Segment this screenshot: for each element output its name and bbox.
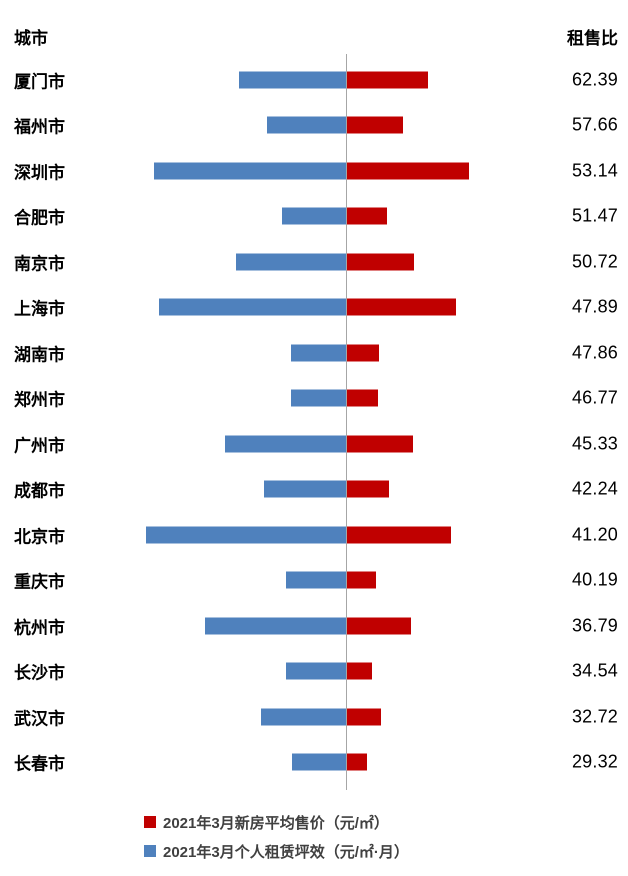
- column-header-ratio: 租售比: [567, 29, 618, 48]
- ratio-value: 36.79: [571, 615, 618, 636]
- price-bar: [347, 480, 389, 498]
- city-label: 深圳市: [14, 163, 65, 183]
- price-bar: [347, 162, 469, 180]
- price-bar: [347, 571, 376, 589]
- price-bar: [347, 71, 428, 89]
- price-bar: [347, 298, 456, 316]
- chart-row: 长春市 29.32: [0, 740, 628, 786]
- chart-rows: 厦门市 62.39 福州市 57.66 深圳市 53.14 合肥市 51.47 …: [0, 57, 628, 785]
- city-label: 成都市: [14, 481, 65, 501]
- rent-bar: [286, 571, 346, 589]
- rent-bar: [205, 617, 346, 635]
- chart-row: 重庆市 40.19: [0, 558, 628, 604]
- city-label: 杭州市: [14, 618, 65, 638]
- city-label: 福州市: [14, 117, 65, 137]
- chart-row: 成都市 42.24: [0, 467, 628, 513]
- diverging-bar-chart: 厦门市 62.39 福州市 57.66 深圳市 53.14 合肥市 51.47 …: [0, 54, 628, 790]
- price-bar: [347, 389, 378, 407]
- city-label: 长沙市: [14, 663, 65, 683]
- rent-bar: [291, 344, 346, 362]
- ratio-value: 29.32: [571, 751, 618, 772]
- city-label: 北京市: [14, 527, 65, 547]
- chart-row: 郑州市 46.77: [0, 376, 628, 422]
- rent-bar: [282, 207, 346, 225]
- city-label: 广州市: [14, 436, 65, 456]
- rent-bar: [239, 71, 346, 89]
- legend-item-rent: 2021年3月个人租赁坪效（元/㎡·月）: [144, 840, 409, 862]
- ratio-value: 53.14: [571, 160, 618, 181]
- city-label: 厦门市: [14, 72, 65, 92]
- chart-row: 湖南市 47.86: [0, 330, 628, 376]
- ratio-value: 46.77: [571, 387, 618, 408]
- price-bar: [347, 753, 367, 771]
- city-label: 湖南市: [14, 345, 65, 365]
- city-label: 上海市: [14, 299, 65, 319]
- chart-row: 深圳市 53.14: [0, 148, 628, 194]
- price-series-swatch-icon: [144, 816, 156, 828]
- ratio-value: 50.72: [571, 251, 618, 272]
- ratio-value: 32.72: [571, 706, 618, 727]
- chart-row: 北京市 41.20: [0, 512, 628, 558]
- ratio-value: 45.33: [571, 433, 618, 454]
- price-bar: [347, 344, 379, 362]
- chart-row: 南京市 50.72: [0, 239, 628, 285]
- price-bar: [347, 435, 413, 453]
- price-bar: [347, 526, 451, 544]
- city-label: 重庆市: [14, 572, 65, 592]
- price-bar: [347, 617, 411, 635]
- ratio-value: 47.86: [571, 342, 618, 363]
- rent-bar: [267, 116, 346, 134]
- chart-row: 杭州市 36.79: [0, 603, 628, 649]
- city-label: 南京市: [14, 254, 65, 274]
- center-axis-line: [346, 54, 347, 790]
- ratio-value: 34.54: [571, 660, 618, 681]
- chart-row: 福州市 57.66: [0, 103, 628, 149]
- legend-item-price: 2021年3月新房平均售价（元/㎡）: [144, 811, 409, 833]
- rent-bar: [286, 662, 346, 680]
- city-label: 武汉市: [14, 709, 65, 729]
- rent-bar: [159, 298, 346, 316]
- ratio-value: 40.19: [571, 569, 618, 590]
- chart-row: 厦门市 62.39: [0, 57, 628, 103]
- chart-row: 武汉市 32.72: [0, 694, 628, 740]
- chart-row: 长沙市 34.54: [0, 649, 628, 695]
- chart-row: 合肥市 51.47: [0, 194, 628, 240]
- rent-bar: [154, 162, 346, 180]
- price-bar: [347, 253, 414, 271]
- city-label: 合肥市: [14, 208, 65, 228]
- legend-label-price: 2021年3月新房平均售价（元/㎡）: [163, 814, 389, 832]
- price-bar: [347, 708, 381, 726]
- ratio-value: 41.20: [571, 524, 618, 545]
- chart-row: 广州市 45.33: [0, 421, 628, 467]
- ratio-value: 62.39: [571, 69, 618, 90]
- ratio-value: 57.66: [571, 114, 618, 135]
- price-bar: [347, 207, 387, 225]
- price-bar: [347, 116, 403, 134]
- city-label: 郑州市: [14, 390, 65, 410]
- ratio-value: 47.89: [571, 296, 618, 317]
- rent-series-swatch-icon: [144, 845, 156, 857]
- rent-bar: [146, 526, 346, 544]
- chart-legend: 2021年3月新房平均售价（元/㎡） 2021年3月个人租赁坪效（元/㎡·月）: [144, 811, 409, 869]
- column-header-city: 城市: [14, 29, 48, 48]
- price-bar: [347, 662, 372, 680]
- rent-bar: [261, 708, 346, 726]
- ratio-value: 51.47: [571, 205, 618, 226]
- city-label: 长春市: [14, 754, 65, 774]
- ratio-value: 42.24: [571, 478, 618, 499]
- rent-bar: [292, 753, 346, 771]
- legend-label-rent: 2021年3月个人租赁坪效（元/㎡·月）: [163, 843, 409, 861]
- rent-bar: [264, 480, 346, 498]
- rent-bar: [236, 253, 346, 271]
- chart-row: 上海市 47.89: [0, 285, 628, 331]
- rent-bar: [291, 389, 346, 407]
- rent-bar: [225, 435, 346, 453]
